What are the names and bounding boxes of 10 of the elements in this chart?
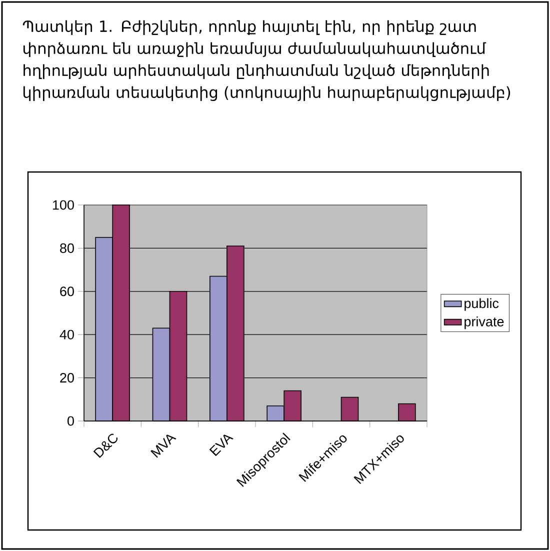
y-tick-label: 0 bbox=[68, 416, 74, 426]
y-tick-label: 60 bbox=[60, 286, 74, 296]
legend-label: public bbox=[464, 298, 499, 311]
y-tick-label: 20 bbox=[60, 373, 74, 383]
y-tick-label: 80 bbox=[60, 243, 74, 253]
y-tick-label: 40 bbox=[60, 330, 74, 340]
chart-title: Պատկեր 1. Բժիշկներ, որոնք հայտել էին, որ իրենք շատ փորձառու են առաջին եռամսյա ժամանակահատվածում հղիության արհեստական ընդհատման նշված մեթոդների կիրառման տեսակետից (տոկոսային հարաբերակցությամբ) bbox=[22, 20, 510, 101]
x-tick-label: EVA bbox=[209, 434, 234, 456]
y-tick-label: 100 bbox=[52, 200, 74, 210]
legend-label: private bbox=[464, 316, 504, 330]
